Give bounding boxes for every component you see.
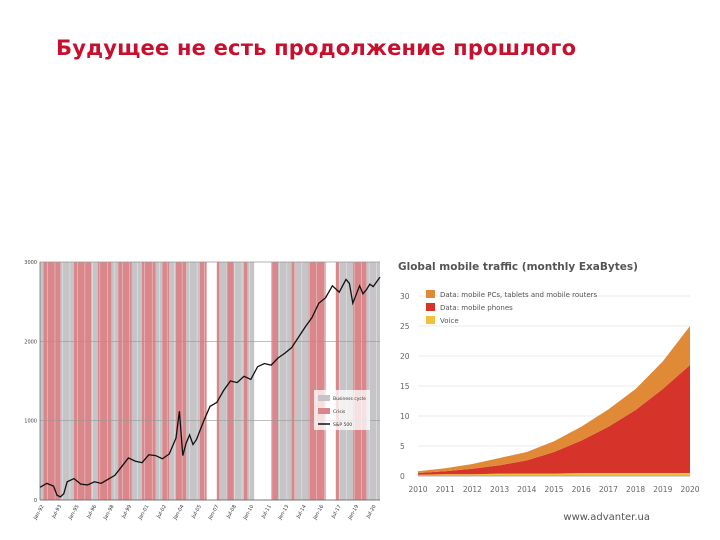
recession-band (216, 262, 221, 500)
recession-band (74, 262, 91, 500)
y-tick-label: 15 (400, 382, 410, 391)
gray-band (186, 262, 200, 500)
x-tick-label: Jul-93 (50, 504, 63, 520)
recession-band (176, 262, 187, 500)
recession-band (142, 262, 156, 500)
x-tick-label: Jul-08 (225, 504, 238, 520)
recession-band (97, 262, 112, 500)
legend-label: Data: mobile PCs, tablets and mobile rou… (440, 291, 598, 299)
gray-band (247, 262, 255, 500)
y-tick-label: 30 (400, 292, 410, 301)
area-data-mobile-phones (418, 365, 690, 475)
x-tick-label: Jul-02 (155, 504, 168, 520)
legend-label: Voice (440, 317, 459, 325)
x-tick-label: 2020 (680, 485, 699, 494)
x-tick-label: Jan-10 (242, 504, 256, 522)
x-tick-label: 2012 (463, 485, 482, 494)
x-tick-label: 2016 (572, 485, 591, 494)
x-tick-label: Jan-04 (172, 504, 186, 522)
y-tick-label: 0 (400, 472, 405, 481)
gray-band (91, 262, 98, 500)
x-tick-label: Jan-13 (277, 504, 291, 522)
x-tick-label: 2019 (653, 485, 672, 494)
x-tick-label: 2014 (517, 485, 536, 494)
area-data-mobile-pcs-tablets-and-mobile-routers (418, 326, 690, 473)
chart-title: Global mobile traffic (monthly ExaBytes) (398, 261, 638, 273)
y-tick-label: 1000 (24, 419, 37, 425)
legend-label: S&P 500 (333, 422, 352, 428)
x-tick-label: Jan-07 (207, 504, 221, 522)
x-tick-label: 2010 (408, 485, 427, 494)
x-tick-label: Jul-20 (365, 504, 378, 520)
x-tick-label: Jan-19 (347, 504, 361, 522)
recession-band (244, 262, 248, 500)
x-tick-label: Jul-17 (330, 504, 343, 520)
recession-band (162, 262, 170, 500)
recession-band (291, 262, 295, 500)
legend-swatch (426, 316, 435, 324)
legend-swatch (426, 303, 435, 311)
mobile-traffic-chart: Global mobile traffic (monthly ExaBytes)… (398, 261, 700, 494)
x-tick-label: Jan-01 (137, 504, 151, 522)
recession-band (335, 262, 340, 500)
slide-title: Будущее не есть продолжение прошлого (56, 36, 577, 60)
gray-band (220, 262, 227, 500)
series-sp500-line (39, 276, 381, 498)
gray-band (366, 262, 380, 500)
x-tick-label: 2015 (544, 485, 563, 494)
x-tick-label: Jan-92 (32, 504, 46, 522)
y-tick-label: 20 (400, 352, 410, 361)
gray-band (169, 262, 176, 500)
recession-band (271, 262, 278, 500)
legend-label: Business cycle (333, 396, 366, 402)
recession-band (43, 262, 61, 500)
legend-label: Crisis (333, 409, 346, 415)
gray-band (131, 262, 142, 500)
legend-label: Data: mobile phones (440, 304, 513, 312)
x-tick-label: 2017 (599, 485, 618, 494)
x-tick-label: 2013 (490, 485, 509, 494)
gray-band (155, 262, 163, 500)
recession-band (118, 262, 132, 500)
gray-band (339, 262, 353, 500)
legend-swatch (318, 395, 330, 401)
footer-url: www.advanter.ua (563, 512, 650, 523)
legend-swatch (318, 408, 330, 414)
y-tick-label: 10 (400, 412, 410, 421)
x-tick-label: Jan-98 (102, 504, 116, 522)
gray-band (60, 262, 74, 500)
y-tick-label: 5 (400, 442, 405, 451)
x-tick-label: Jul-99 (120, 504, 133, 520)
y-tick-label: 0 (34, 498, 37, 504)
x-tick-label: 2011 (436, 485, 455, 494)
recession-band (308, 262, 326, 500)
y-tick-label: 2000 (24, 339, 37, 345)
x-tick-label: Jan-16 (312, 504, 326, 522)
x-tick-label: Jul-14 (295, 504, 308, 520)
x-tick-label: Jul-05 (190, 504, 203, 520)
gray-band (40, 262, 44, 500)
x-tick-label: Jul-11 (260, 504, 273, 520)
x-tick-label: Jul-96 (85, 504, 98, 520)
gray-band (278, 262, 292, 500)
area-voice (418, 473, 690, 476)
y-tick-label: 25 (400, 322, 410, 331)
x-tick-label: Jan-95 (67, 504, 81, 522)
x-tick-label: 2018 (626, 485, 645, 494)
recession-band (352, 262, 367, 500)
recession-band (199, 262, 207, 500)
legend-swatch (426, 290, 435, 298)
y-tick-label: 3000 (24, 260, 37, 266)
